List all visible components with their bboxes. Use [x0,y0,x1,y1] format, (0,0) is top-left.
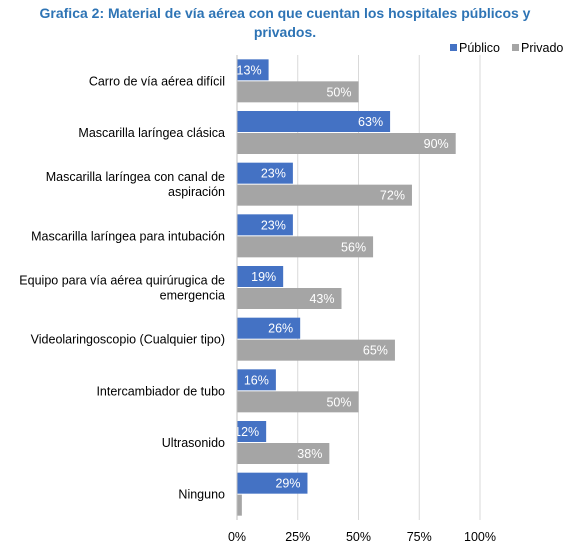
bar-privado [237,391,359,413]
bar-publico [237,369,276,391]
category-label: Mascarilla laríngea clásica [78,126,225,140]
data-label: 13% [237,63,262,77]
category-label-line: emergencia [160,289,225,303]
category-label-line: Ninguno [178,488,225,502]
data-label: 50% [326,395,351,409]
bar-privado [237,81,359,103]
chart-title: Grafica 2: Material de vía aérea con que… [39,5,531,40]
bar-privado [237,339,395,361]
tick-label: 75% [407,530,432,544]
bar-publico [237,317,301,339]
category-label-line: Carro de vía aérea difícil [89,74,225,88]
data-label: 56% [341,240,366,254]
category-label: Intercambiador de tubo [96,384,225,398]
data-label: 23% [261,218,286,232]
data-label: 12% [234,425,259,439]
data-label: 19% [251,270,276,284]
data-label: 65% [363,344,388,358]
category-label: Videolaringoscopio (Cualquier tipo) [31,333,225,347]
bar-privado [237,133,456,154]
category-label: Mascarilla laríngea con canal de aspiraci… [46,170,225,199]
category-label-line: Mascarilla laríngea con canal de [46,170,225,184]
data-label: 63% [358,115,383,129]
legend: Público Privado [450,41,563,55]
bar-publico [237,421,267,442]
tick-label: 100% [464,530,496,544]
category-label: Carro de vía aérea difícil [89,74,225,88]
bar-privado [237,184,412,206]
tick-label: 25% [285,530,310,544]
legend-swatch [512,44,519,51]
category-label: Mascarilla laríngea para intubación [31,229,225,243]
bar-privado [237,443,330,464]
category-label-line: Mascarilla laríngea para intubación [31,229,225,243]
category-labels: Carro de vía aérea difícil Mascarilla lar… [19,74,225,501]
category-label-line: aspiración [168,185,225,199]
data-label: 50% [326,85,351,99]
category-label: Ninguno [178,488,225,502]
data-label: 72% [380,189,405,203]
data-label: 38% [297,447,322,461]
bar-privado [237,236,374,258]
bar-privado [237,494,242,516]
category-label-line: Mascarilla laríngea clásica [78,126,225,140]
category-label: Equipo para vía aérea quirúrugica de emer… [19,274,225,303]
category-label-line: Intercambiador de tubo [96,384,225,398]
legend-label: Público [459,41,500,55]
data-label: 90% [424,137,449,151]
bar-publico [237,266,284,287]
data-label: 26% [268,322,293,336]
gridlines [297,55,481,520]
bars: 13% 50% 63% 90% 23% 72% 23% 56% 19% 43% 26% 65% 16% 5… [234,59,456,516]
category-label-line: Ultrasonido [162,436,225,450]
category-label-line: Equipo para vía aérea quirúrugica de [19,274,225,288]
bar-publico [237,59,269,81]
bar-publico [237,162,293,184]
bar-publico [237,111,391,132]
tick-label: 0% [228,530,246,544]
bar-privado [237,288,342,309]
bar-publico [237,472,308,494]
tick-label: 50% [346,530,371,544]
data-label: 29% [275,477,300,491]
legend-label: Privado [521,41,563,55]
bar-publico [237,214,293,236]
data-label: 16% [244,373,269,387]
category-label: Ultrasonido [162,436,225,450]
legend-swatch [450,44,457,51]
data-label: 43% [309,292,334,306]
category-label-line: Videolaringoscopio (Cualquier tipo) [31,333,225,347]
tick-labels: 0% 25% 50% 75% 100% [228,530,496,544]
data-label: 23% [261,167,286,181]
